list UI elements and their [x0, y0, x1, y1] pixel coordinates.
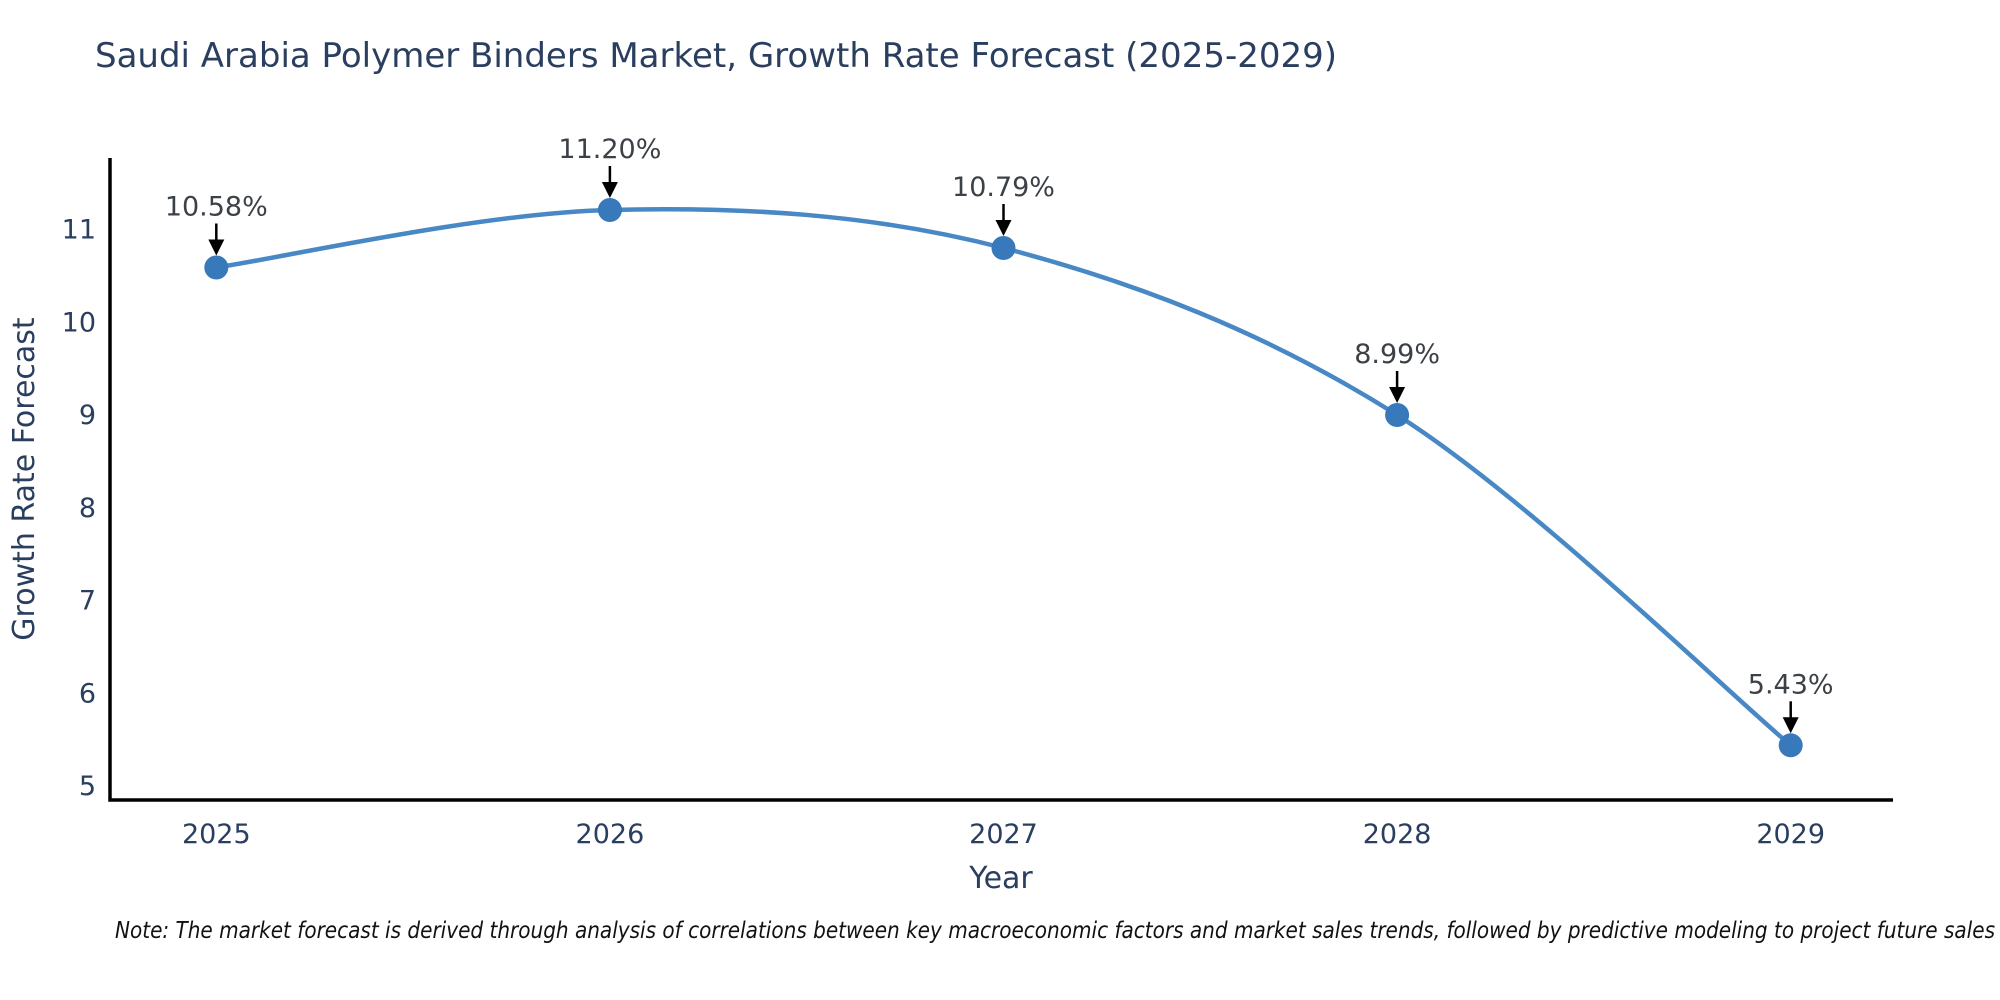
chart-title: Saudi Arabia Polymer Binders Market, Gro…: [95, 36, 1337, 76]
data-point-2025[interactable]: [204, 255, 229, 280]
y-tick-label-7: 7: [79, 586, 96, 617]
y-tick-label-10: 10: [62, 307, 96, 338]
axis-lines: [108, 158, 1893, 802]
annotation-label-2025: 10.58%: [165, 192, 268, 223]
annotations-layer: 10.58% 11.20% 10.79% 8.99% 5.43%: [165, 134, 1834, 734]
data-point-2026[interactable]: [597, 198, 622, 222]
x-axis-title: Year: [968, 861, 1033, 896]
y-tick-label-5: 5: [79, 771, 96, 802]
annotation-arrowhead-icon-2026: [601, 182, 618, 198]
footnote-text: Note: The market forecast is derived thr…: [115, 918, 1995, 944]
annotation-label-2028: 8.99%: [1354, 339, 1440, 370]
ticks-layer: 5 6 7 8 9 10 11 2025 2026 2027 2028 2029: [62, 215, 1825, 851]
annotation-arrowhead-icon-2029: [1782, 717, 1799, 734]
annotation-label-2026: 11.20%: [558, 134, 661, 165]
annotation-label-2029: 5.43%: [1748, 669, 1834, 700]
annotation-label-2027: 10.79%: [952, 172, 1055, 203]
trend-line: [214, 207, 1793, 748]
x-tick-label-2029: 2029: [1756, 819, 1825, 850]
data-point-2029[interactable]: [1778, 733, 1803, 758]
y-tick-label-6: 6: [79, 678, 96, 709]
x-tick-label-2027: 2027: [969, 819, 1038, 850]
y-axis-title: Growth Rate Forecast: [7, 317, 42, 641]
annotation-arrowhead-icon-2027: [995, 220, 1012, 236]
x-tick-label-2028: 2028: [1363, 819, 1432, 850]
data-point-2028[interactable]: [1385, 403, 1410, 427]
annotation-arrowhead-icon-2025: [208, 239, 225, 256]
data-point-2027[interactable]: [991, 236, 1016, 260]
series-layer: [204, 198, 1803, 758]
axes-layer: [108, 158, 1893, 802]
y-tick-label-11: 11: [62, 215, 96, 246]
annotation-arrowhead-icon-2028: [1389, 387, 1406, 403]
y-tick-label-9: 9: [79, 400, 96, 431]
x-tick-label-2025: 2025: [182, 819, 251, 850]
y-tick-label-8: 8: [79, 493, 96, 524]
x-tick-label-2026: 2026: [576, 819, 645, 850]
